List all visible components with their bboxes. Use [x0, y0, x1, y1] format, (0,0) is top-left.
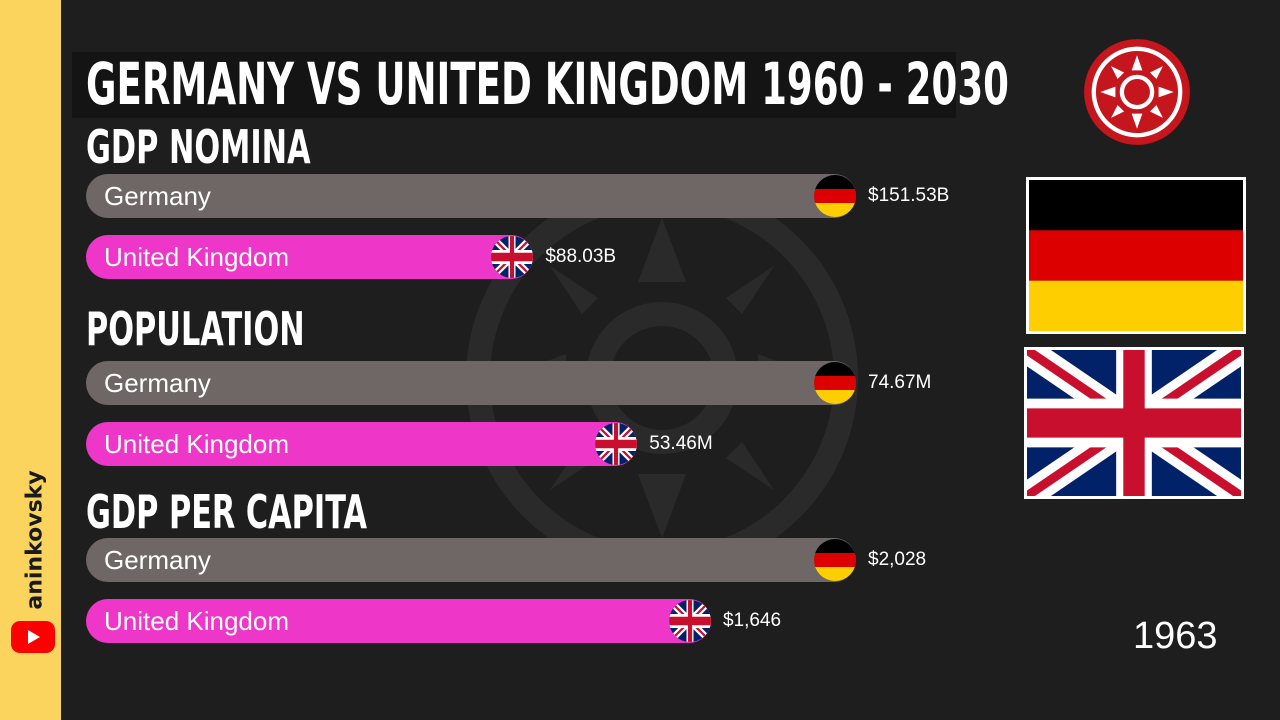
gdp-per-capita-germany-value: $2,028 [868, 549, 927, 570]
uk-flag-icon [595, 423, 637, 465]
germany-flag-icon [814, 539, 856, 581]
chart-title: GERMANY VS UNITED KINGDOM 1960 - 2030 [86, 50, 1009, 118]
gdp-per-capita-title: GDP PER CAPITA [86, 485, 368, 539]
gdp-nominal-title: GDP NOMINA [86, 120, 311, 174]
germany-label: Germany [104, 181, 211, 211]
population-germany-bar: Germany [86, 361, 856, 405]
uk-label: United Kingdom [104, 606, 289, 636]
uk-flag-icon [669, 600, 711, 642]
population-uk-bar: United Kingdom [86, 422, 638, 466]
germany-label: Germany [104, 545, 211, 575]
gdp-nominal-uk-value: $88.03B [545, 246, 617, 267]
germany-flag-icon [814, 362, 856, 404]
side-strip [0, 0, 61, 720]
gdp-nominal-germany-bar: Germany [86, 174, 856, 218]
gdp-per-capita-uk-bar: United Kingdom [86, 599, 711, 643]
title-strip [72, 52, 956, 118]
year-label: 1963 [1133, 615, 1218, 657]
gdp-per-capita-uk-value: $1,646 [722, 610, 782, 631]
population-germany-value: 74.67M [868, 372, 932, 393]
gdp-per-capita-germany-bar: Germany [86, 538, 856, 582]
youtube-icon [11, 621, 55, 653]
uk-flag-icon [1024, 347, 1244, 499]
channel-name: aninkovsky [22, 470, 48, 610]
gdp-nominal-uk-bar: United Kingdom [86, 235, 534, 279]
sun-emblem-icon [1084, 39, 1190, 145]
population-uk-value: 53.46M [649, 433, 713, 454]
uk-label: United Kingdom [104, 429, 289, 459]
germany-label: Germany [104, 368, 211, 398]
uk-label: United Kingdom [104, 242, 289, 272]
germany-flag-icon [1026, 177, 1246, 334]
population-title: POPULATION [86, 302, 305, 356]
uk-flag-icon [491, 236, 533, 278]
gdp-nominal-germany-value: $151.53B [868, 185, 950, 206]
germany-flag-icon [814, 175, 856, 217]
